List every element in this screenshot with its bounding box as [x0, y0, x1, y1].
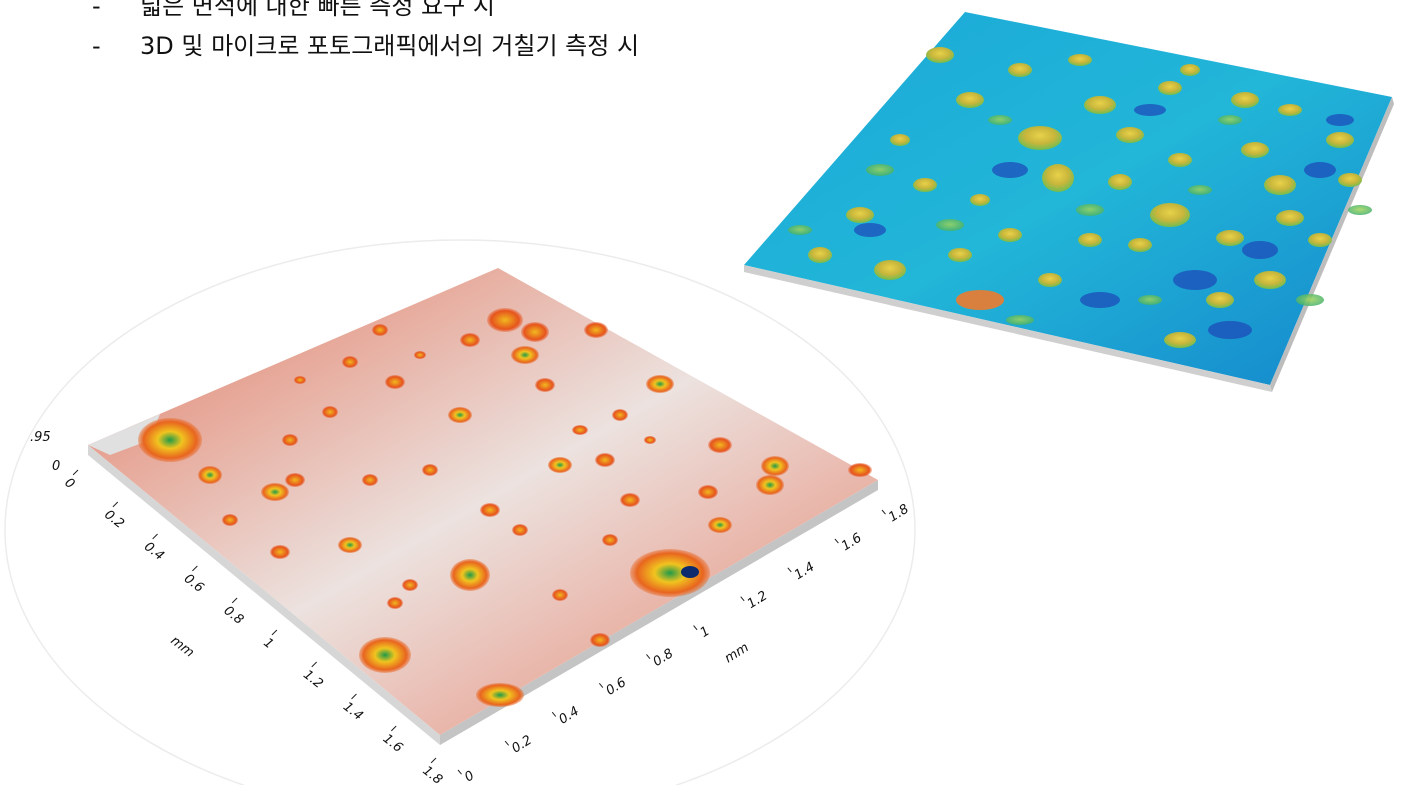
left-axis-tick	[72, 469, 79, 476]
right-axis-tick-label: 1.2	[745, 588, 770, 612]
right-surface-green-features	[788, 115, 1372, 325]
right-axis-tick	[457, 769, 462, 775]
right-axis-tick-label: 0.6	[604, 675, 629, 699]
z-axis-zero-label: 0	[52, 459, 60, 474]
right-surface-low-regions	[854, 104, 1354, 339]
right-axis-tick	[693, 625, 698, 631]
right-axis-tick-label: 0	[462, 768, 477, 785]
right-axis-tick	[646, 654, 651, 659]
left-axis-tick-label: 0.6	[181, 571, 207, 596]
left-axis-tick	[351, 693, 357, 700]
right-axis-tick	[598, 683, 604, 688]
left-axis-tick-label: 1	[260, 635, 276, 652]
left-surface-plot: 0 0.2 0.4 0.6 0.8 1 1.2 1.4 1.6 1.8 0 0.2 0.4 0.6 0.8…	[4, 239, 916, 785]
left-surface-pits	[138, 308, 872, 707]
right-axis-tick-label: 1.4	[792, 559, 817, 583]
right-surface-peaks	[808, 47, 1362, 348]
left-axis-tick	[271, 629, 278, 636]
left-plot-frame-ellipse	[4, 239, 916, 785]
bullet-text: 넓은 면적에 대한 빠른 측정 요구 시	[140, 0, 495, 20]
left-axis-tick-label: 1.8	[420, 763, 446, 785]
left-axis-tick	[231, 597, 238, 604]
left-axis-tick	[311, 661, 318, 668]
right-axis-tick	[787, 567, 792, 573]
left-axis-tick	[192, 565, 198, 572]
left-axis-tick	[430, 757, 437, 764]
left-axis-tick-label: 1.2	[300, 667, 326, 692]
left-surface-top	[88, 268, 878, 735]
right-axis-tick-label: 0.8	[651, 646, 676, 670]
left-axis-tick	[390, 725, 397, 732]
right-axis-tick	[740, 596, 745, 602]
right-axis-tick-label: 1	[698, 624, 713, 641]
right-surface-top	[744, 12, 1392, 385]
right-axis-tick	[504, 740, 509, 746]
right-axis-unit: mm	[722, 640, 751, 666]
left-axis-unit: mm	[168, 633, 197, 660]
left-axis-tick-label: 1.4	[340, 699, 366, 724]
left-surface-side-left	[88, 445, 440, 745]
right-surface-side-right	[1270, 97, 1394, 392]
z-axis-max-label: .95	[30, 430, 51, 445]
bullet-item-fast-measurement: - 넓은 면적에 대한 빠른 측정 요구 시	[92, 0, 639, 26]
bullet-item-roughness-3d: - 3D 및 마이크로 포토그래픽에서의 거칠기 측정 시	[92, 26, 639, 66]
bullet-marker: -	[92, 0, 101, 20]
right-axis-tick	[834, 538, 839, 544]
left-axis-tick-label: 0.8	[221, 603, 247, 628]
right-axis-tick	[881, 509, 886, 515]
left-surface-side-right	[440, 480, 878, 745]
left-axis-tick	[112, 501, 119, 508]
bullet-marker: -	[92, 32, 101, 60]
bullet-text: 3D 및 마이크로 포토그래픽에서의 거칠기 측정 시	[140, 32, 640, 60]
left-axis-tick-label: 0.4	[141, 539, 167, 564]
left-axis-tick	[152, 533, 158, 540]
left-axis-tick-label: 0.2	[101, 507, 127, 532]
left-axis-tick-label: 1.6	[380, 731, 406, 756]
right-surface-side	[744, 265, 1272, 392]
bullet-list: - 넓은 면적에 대한 빠른 측정 요구 시 - 3D 및 마이크로 포토그래픽…	[92, 0, 639, 66]
right-axis-tick	[551, 711, 557, 717]
right-axis-tick-label: 1.6	[839, 531, 864, 555]
right-surface	[744, 12, 1394, 392]
right-axis-tick-label: 1.8	[886, 502, 911, 526]
left-axis-tick-label: 0	[62, 475, 78, 492]
right-axis-tick-label: 0.2	[509, 733, 534, 757]
left-surface-back-wall	[88, 414, 160, 455]
right-axis-tick-label: 0.4	[556, 704, 581, 728]
